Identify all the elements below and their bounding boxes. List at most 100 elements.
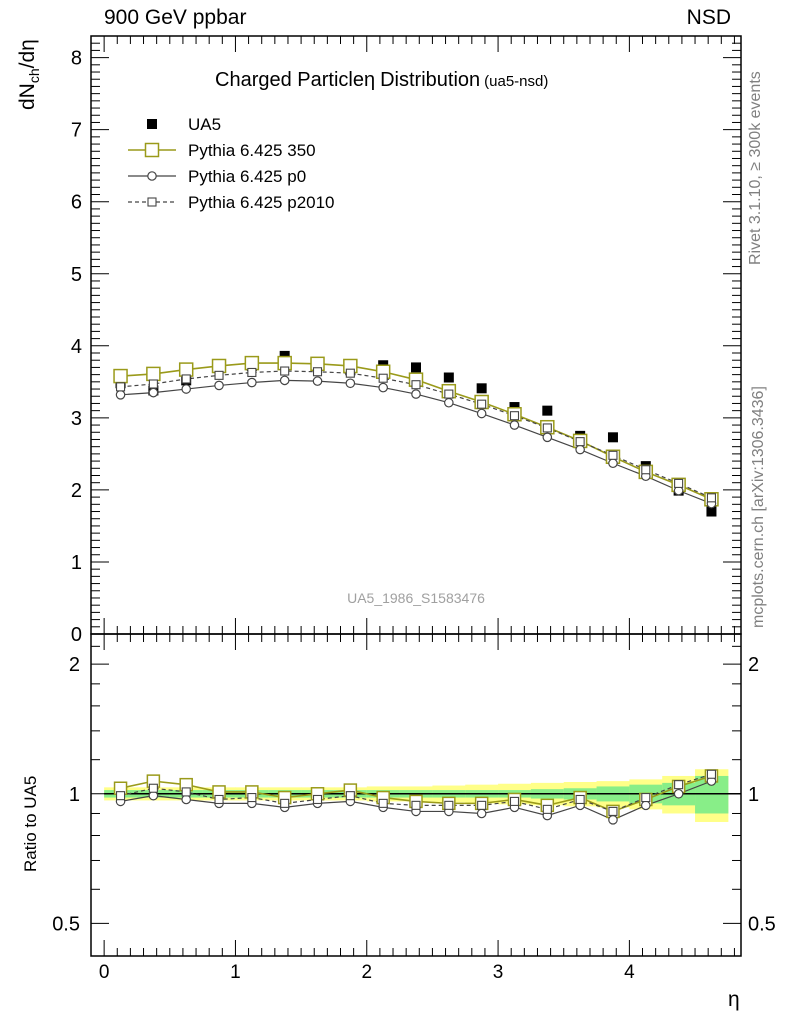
mc-circle-marker — [115, 389, 126, 400]
header-left-label: 900 GeV ppbar — [104, 6, 247, 29]
axes-ticks — [91, 35, 741, 956]
ratio-y-axis-label: Ratio to UA5 — [21, 776, 40, 872]
data-marker — [411, 362, 421, 373]
chart-title-rest: Distribution — [380, 69, 480, 91]
y-tick-label: 5 — [71, 264, 82, 286]
ratio-y-tick-label-right: 0.5 — [748, 913, 776, 935]
mc-small-square-marker — [115, 382, 126, 392]
mc-small-square-marker — [444, 800, 454, 810]
mc-circle-marker — [181, 794, 192, 805]
mc-small-square-marker — [477, 800, 487, 810]
mc-small-square-marker — [147, 197, 157, 207]
legend-label: Pythia 6.425 350 — [188, 141, 316, 160]
legend-label: Pythia 6.425 p0 — [188, 167, 306, 186]
mc-square-marker — [146, 366, 161, 382]
chart-title-text: Charged Particle — [215, 69, 364, 91]
mc-circle-marker — [608, 458, 618, 469]
mc-small-square-marker — [312, 367, 323, 377]
mc-small-square-marker — [575, 794, 585, 805]
mc-small-square-marker — [312, 794, 323, 805]
mc-small-square-marker — [247, 367, 257, 378]
mc-small-square-marker — [444, 389, 454, 399]
ratio-y-tick-label-right: 2 — [748, 654, 759, 676]
mc-small-square-marker — [148, 783, 158, 793]
mc-circle-marker — [345, 378, 356, 389]
ratio-plot-frame — [90, 633, 742, 957]
mc-circle-marker — [509, 420, 520, 430]
data-marker — [147, 119, 157, 129]
mcplots-side-label: mcplots.cern.ch [arXiv:1306.3436] — [750, 386, 767, 628]
mc-small-square-marker — [411, 380, 421, 390]
mc-circle-marker — [147, 171, 157, 181]
mc-small-square-marker — [706, 769, 717, 779]
data-marker — [607, 432, 618, 443]
mc-small-square-marker — [477, 399, 487, 409]
mc-circle-marker — [378, 382, 388, 393]
watermark-label: UA5_1986_S1583476 — [347, 590, 485, 606]
mc-small-square-marker — [411, 800, 421, 810]
mc-small-square-marker — [115, 791, 126, 801]
data-marker — [476, 383, 487, 394]
mc-small-square-marker — [542, 804, 552, 814]
mc-circle-marker — [476, 408, 487, 419]
x-tick-label: 0 — [99, 962, 110, 983]
mc-square-marker — [144, 142, 160, 158]
mc-small-square-marker — [280, 366, 290, 376]
main-y-axis-label: dNch/dη — [16, 39, 42, 110]
mc-small-square-marker — [509, 796, 520, 806]
mc-circle-marker — [214, 380, 224, 391]
mc-small-square-marker — [378, 373, 388, 383]
tick-labels: 0 1 2 3 4 0 1 2 3 4 5 6 7 8 0.5 0.5 1 1 2 2 — [52, 48, 776, 983]
y-tick-label: 1 — [71, 552, 82, 574]
mc-circle-marker — [279, 375, 290, 386]
mc-small-square-marker — [608, 450, 618, 460]
y-tick-label: 8 — [71, 48, 82, 70]
mc-small-square-marker — [575, 437, 585, 447]
mc-small-square-marker — [214, 794, 224, 805]
x-tick-label: 4 — [624, 962, 635, 983]
mc-circle-marker — [148, 387, 159, 398]
mc-circle-marker — [542, 432, 553, 443]
mc-circle-marker — [444, 397, 454, 408]
y-tick-label: 7 — [71, 120, 82, 142]
mc-circle-marker — [575, 444, 585, 455]
x-axis-label: η — [728, 988, 740, 1011]
mc-square-marker — [178, 362, 194, 377]
main-series-markers — [113, 350, 719, 517]
mc-small-square-marker — [148, 379, 158, 389]
mc-small-square-marker — [706, 493, 717, 503]
mc-circle-marker — [247, 377, 257, 388]
mc-small-square-marker — [608, 806, 618, 816]
mc-square-marker — [244, 355, 260, 371]
mc-small-square-marker — [641, 793, 651, 803]
y-tick-label: 6 — [71, 192, 82, 214]
mc-small-square-marker — [641, 465, 651, 475]
ratio-y-tick-label: 2 — [69, 654, 80, 676]
rivet-side-label: Rivet 3.1.10, ≥ 300k events — [747, 71, 764, 265]
ratio-y-tick-label-right: 1 — [748, 784, 759, 806]
mc-circle-marker — [411, 389, 421, 399]
legend-label: UA5 — [188, 115, 221, 134]
mc-circle-marker — [608, 815, 618, 825]
y-tick-label: 2 — [71, 480, 82, 502]
y-tick-label: 0 — [71, 624, 82, 646]
x-tick-label: 2 — [361, 962, 372, 983]
ratio-y-tick-label: 0.5 — [52, 913, 80, 935]
ratio-series-markers — [113, 769, 719, 825]
x-tick-label: 1 — [230, 962, 241, 983]
legend: UA5 Pythia 6.425 350 Pythia 6.425 p0 Pythia… — [128, 115, 335, 212]
mc-square-marker — [211, 358, 227, 374]
mc-circle-marker — [476, 808, 487, 819]
mc-small-square-marker — [345, 368, 355, 378]
data-marker — [706, 506, 717, 517]
mc-circle-marker — [640, 800, 651, 811]
data-marker — [443, 372, 454, 383]
mc-small-square-marker — [542, 423, 552, 433]
mc-small-square-marker — [674, 780, 684, 790]
mc-small-square-marker — [181, 787, 191, 797]
mc-small-square-marker — [280, 798, 290, 808]
mc-circle-marker — [673, 788, 684, 799]
mc-small-square-marker — [214, 370, 224, 380]
mc-circle-marker — [312, 376, 323, 386]
